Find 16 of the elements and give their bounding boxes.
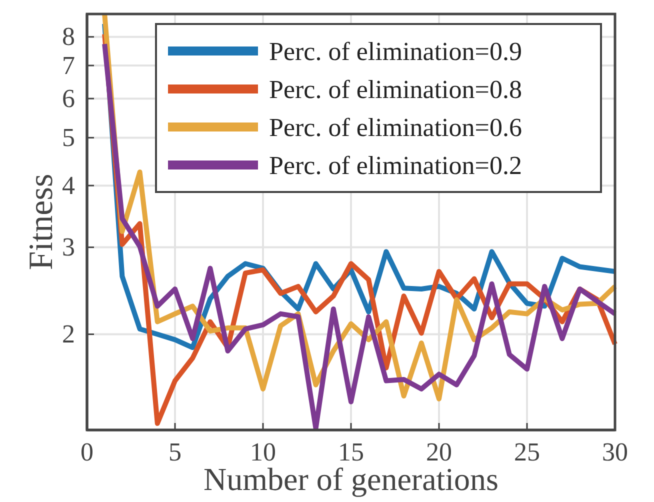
x-tick-label: 0 <box>80 437 94 466</box>
legend-label: Perc. of elimination=0.2 <box>269 151 522 180</box>
x-tick-label: 5 <box>168 437 182 466</box>
legend-label: Perc. of elimination=0.9 <box>269 37 522 66</box>
y-tick-label: 5 <box>62 123 75 152</box>
y-tick-label: 2 <box>62 320 75 349</box>
y-tick-label: 4 <box>62 170 75 200</box>
x-tick-label: 25 <box>514 437 540 466</box>
legend-label: Perc. of elimination=0.8 <box>269 75 522 104</box>
y-tick-label: 3 <box>62 232 75 262</box>
y-tick-label: 6 <box>62 84 75 113</box>
y-axis-title: Fitness <box>23 174 60 270</box>
legend-label: Perc. of elimination=0.6 <box>269 113 522 142</box>
y-tick-label: 7 <box>62 50 75 80</box>
x-tick-label: 30 <box>602 437 628 466</box>
y-tick-label: 8 <box>62 22 75 52</box>
